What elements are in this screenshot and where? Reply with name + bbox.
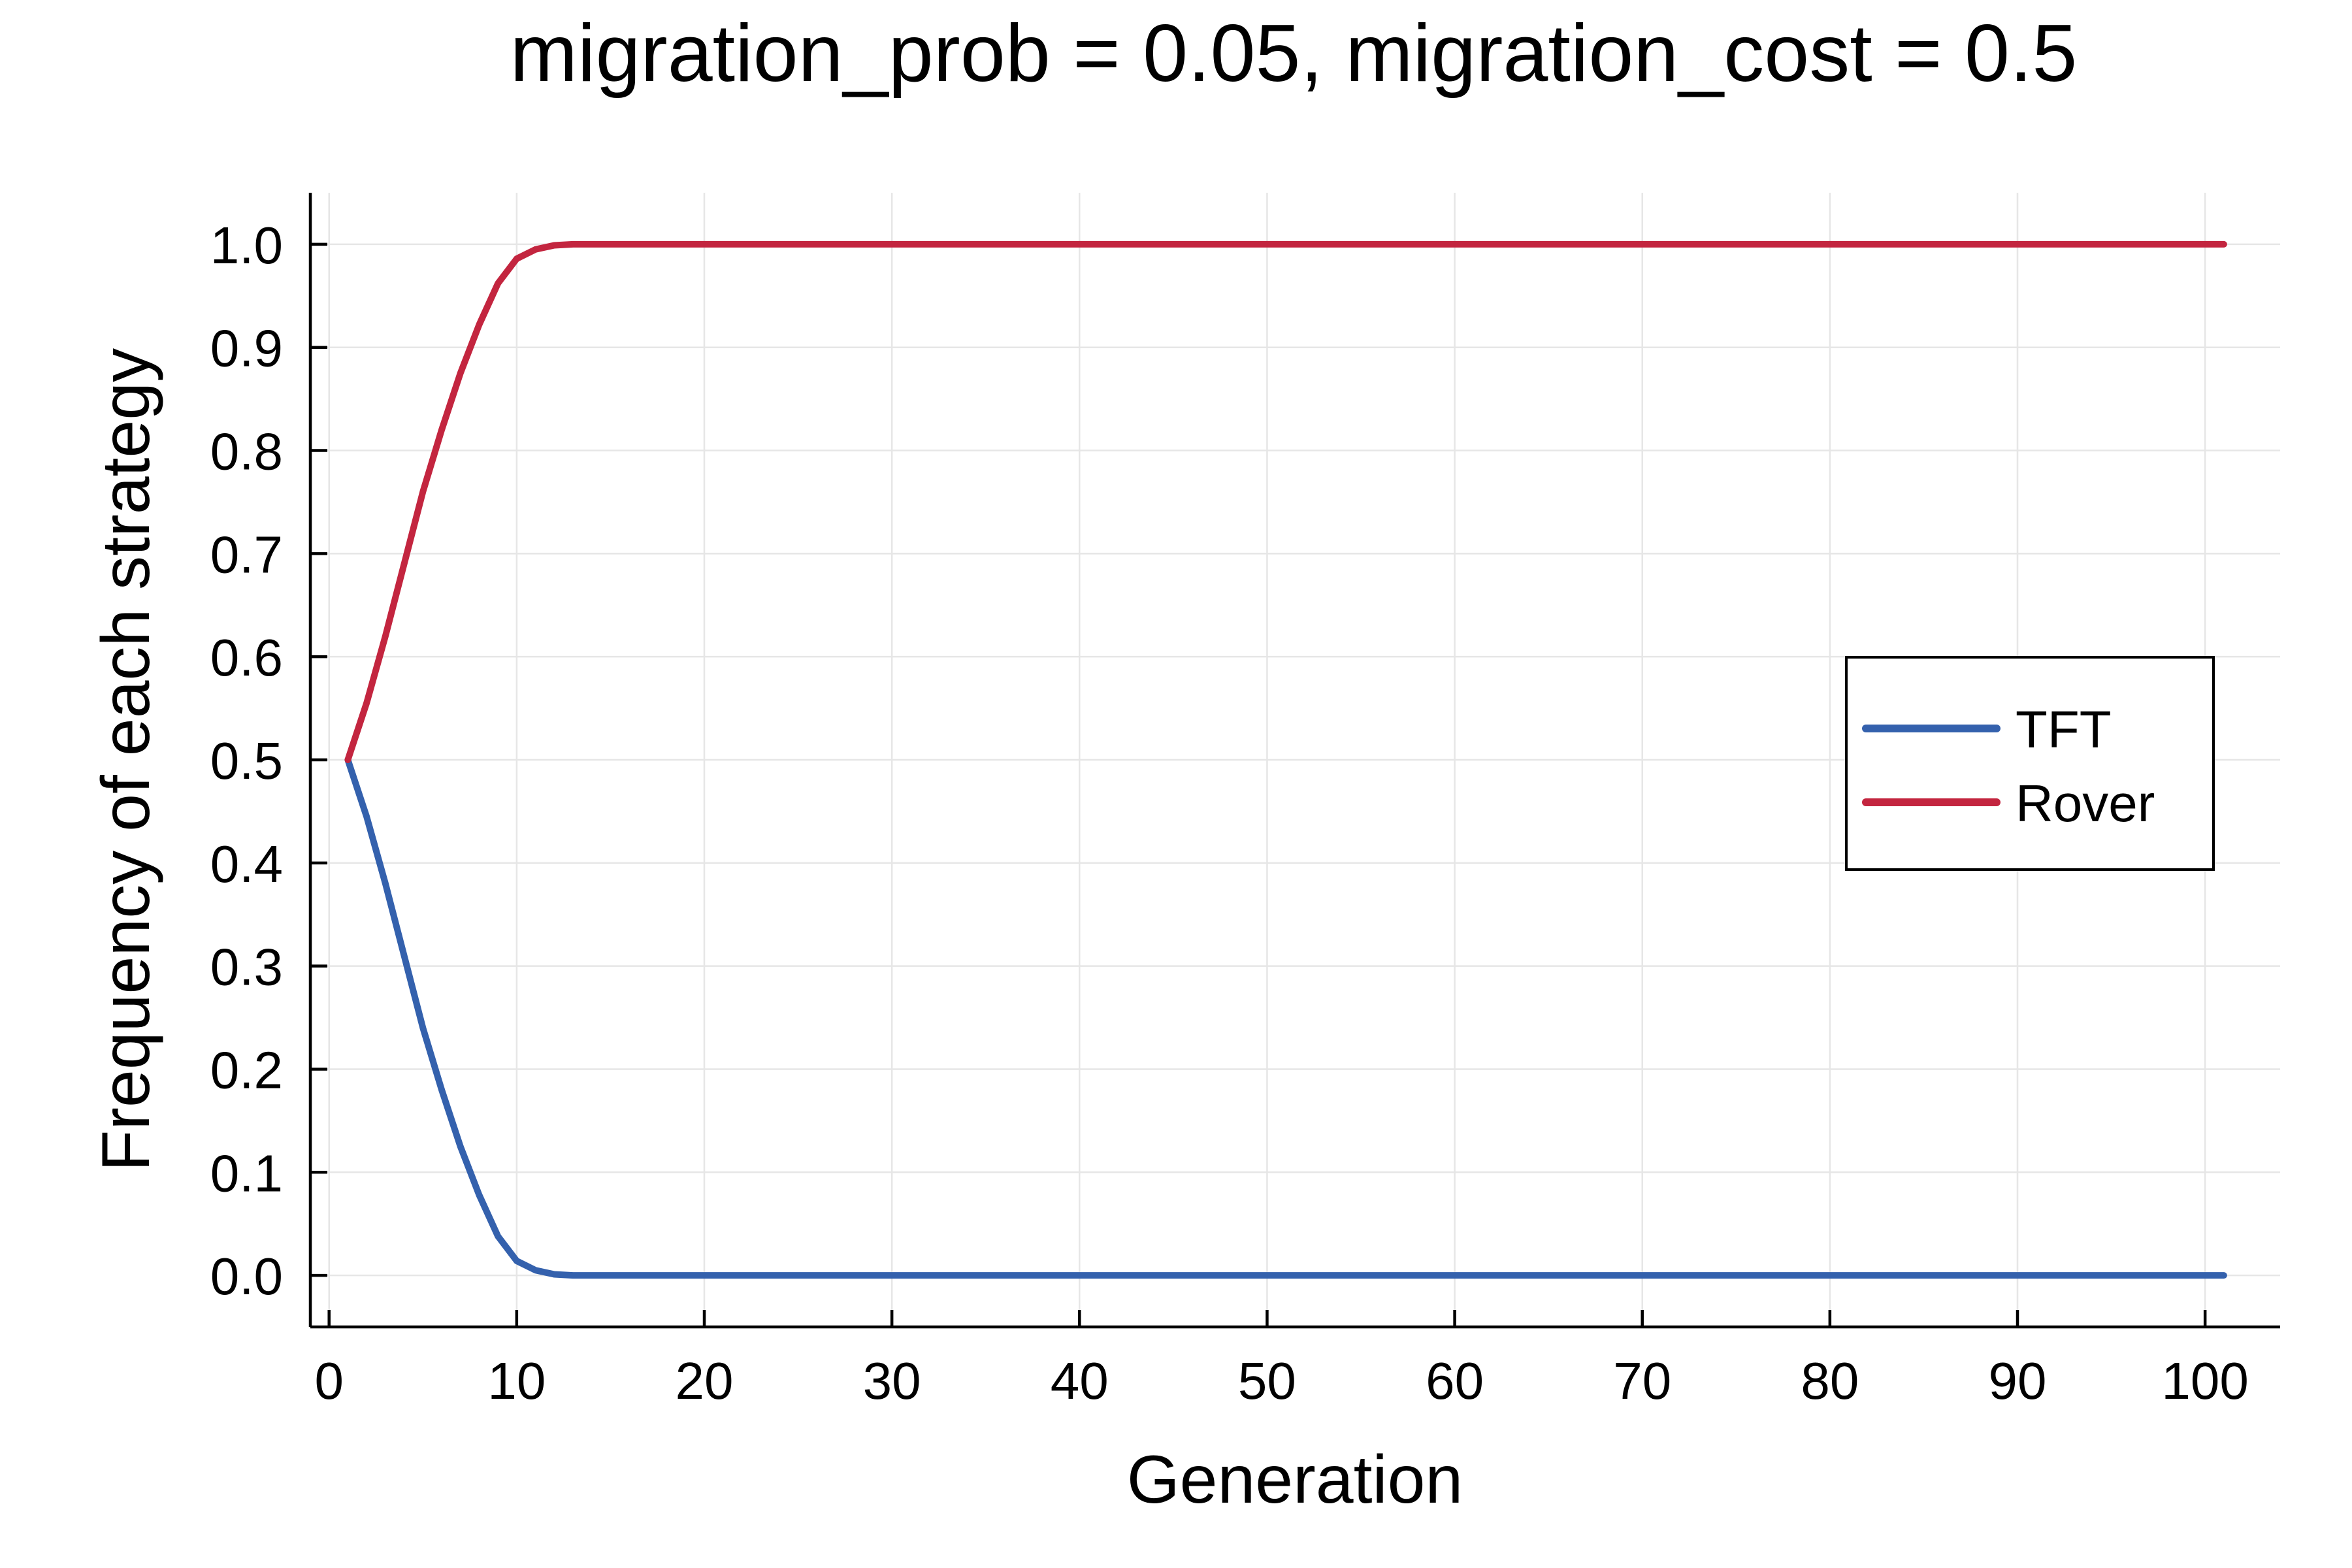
y-tick-label: 0.0 — [210, 1247, 283, 1305]
chart-title: migration_prob = 0.05, migration_cost = … — [510, 8, 2078, 99]
legend-box — [1845, 656, 2215, 871]
axis-ticks: 0 10 20 30 40 50 60 70 80 90 100 0.0 0.1 0.2 0.3 0.4 0.5… — [210, 216, 2249, 1410]
y-tick-label: 0.9 — [210, 319, 283, 378]
x-tick-label: 10 — [487, 1352, 546, 1410]
legend-label-rover: Rover — [2016, 774, 2155, 832]
y-tick-label: 1.0 — [210, 216, 283, 274]
y-tick-label: 0.4 — [210, 835, 283, 893]
x-tick-label: 30 — [863, 1352, 921, 1410]
y-tick-label: 0.5 — [210, 732, 283, 790]
y-tick-label: 0.3 — [210, 938, 283, 996]
series-lines — [344, 240, 2227, 1279]
x-tick-label: 20 — [676, 1352, 734, 1410]
x-tick-label: 50 — [1238, 1352, 1296, 1410]
y-tick-label: 0.1 — [210, 1144, 283, 1202]
series-line-tft — [344, 757, 2227, 1279]
legend: TFT Rover — [1845, 656, 2215, 871]
x-tick-label: 100 — [2161, 1352, 2248, 1410]
x-tick-label: 70 — [1613, 1352, 1671, 1410]
series-line-rover — [344, 240, 2227, 763]
y-tick-label: 0.6 — [210, 629, 283, 687]
x-tick-label: 0 — [314, 1352, 344, 1410]
x-tick-label: 60 — [1426, 1352, 1484, 1410]
x-tick-label: 40 — [1051, 1352, 1109, 1410]
x-tick-label: 90 — [1989, 1352, 2047, 1410]
x-tick-label: 80 — [1801, 1352, 1859, 1410]
y-tick-label: 0.7 — [210, 525, 283, 583]
x-axis-label: Generation — [1127, 1442, 1463, 1518]
y-tick-label: 0.2 — [210, 1041, 283, 1099]
y-axis-label: Frequency of each strategy — [88, 348, 164, 1171]
legend-label-tft: TFT — [2016, 700, 2112, 759]
y-tick-label: 0.8 — [210, 423, 283, 481]
